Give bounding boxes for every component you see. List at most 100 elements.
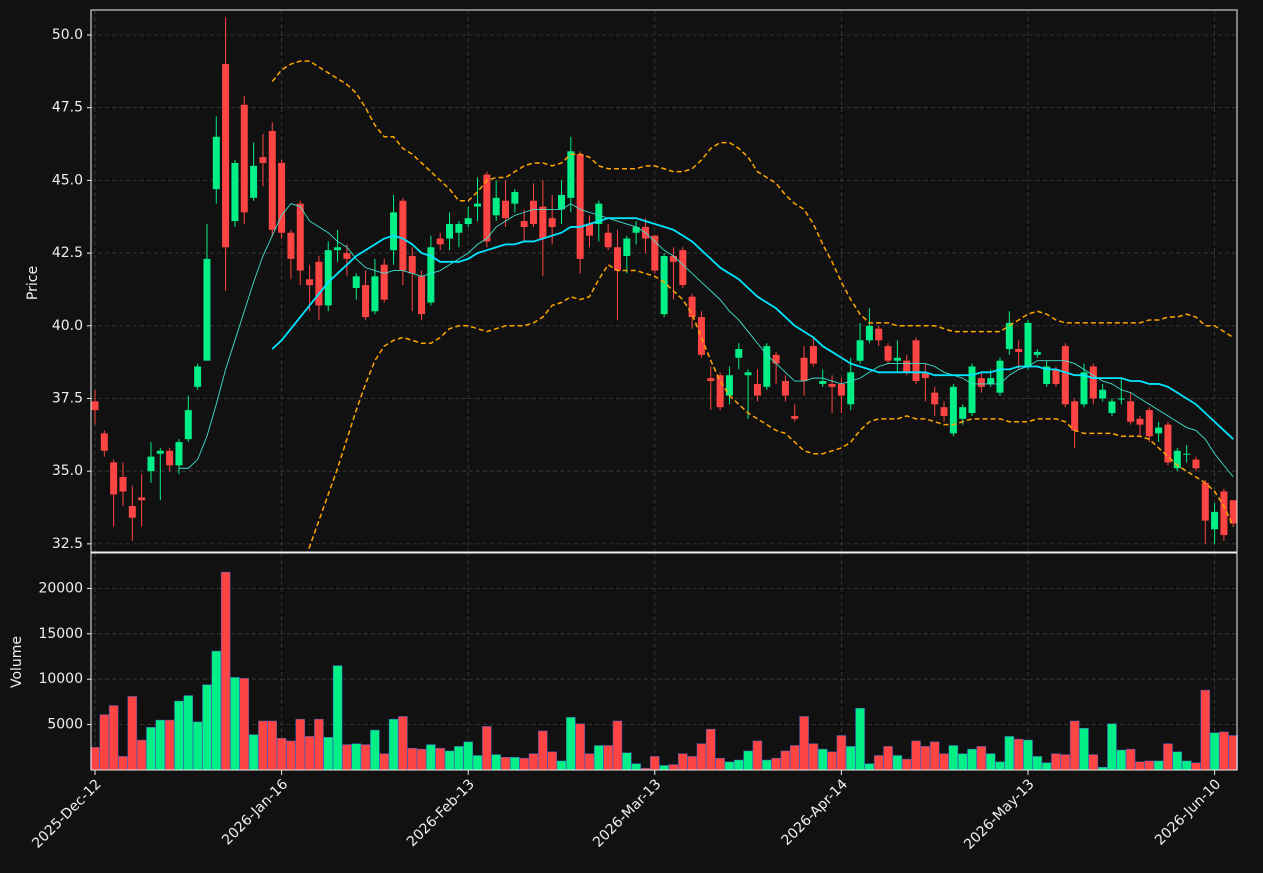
- candle-body: [156, 450, 164, 454]
- candle-body: [212, 136, 220, 190]
- volume-bar: [957, 753, 968, 771]
- candle-body: [380, 264, 388, 300]
- y-tick-label: 42.5: [52, 245, 83, 261]
- volume-bar: [388, 718, 399, 771]
- volume-bar: [370, 729, 380, 771]
- volume-bar: [1107, 723, 1117, 771]
- candle-body: [418, 276, 426, 315]
- candle-body: [371, 276, 379, 312]
- candle-body: [511, 192, 519, 204]
- candle-body: [576, 154, 584, 259]
- candle-body: [390, 212, 398, 251]
- volume-bar: [416, 748, 427, 771]
- volume-bar: [911, 740, 921, 771]
- candle-body: [1183, 453, 1191, 455]
- volume-bar: [790, 745, 800, 771]
- candle-body: [1043, 366, 1051, 384]
- candle-body: [548, 218, 556, 227]
- volume-bar: [948, 745, 959, 771]
- volume-bar: [687, 756, 697, 771]
- candle-body: [474, 203, 482, 207]
- y-tick-label: 40.0: [52, 318, 83, 334]
- price-frame: [90, 9, 1238, 553]
- volume-bar: [901, 758, 912, 771]
- candle-body: [1127, 401, 1135, 422]
- candle-body: [1173, 450, 1181, 469]
- volume-bar: [286, 740, 296, 771]
- candle-body: [613, 247, 621, 271]
- volume-bar: [1088, 754, 1099, 771]
- volume-bar: [762, 759, 772, 771]
- candle-body: [147, 456, 155, 472]
- candle-body: [222, 64, 230, 248]
- volume-bar: [873, 755, 884, 771]
- candle-body: [436, 238, 444, 245]
- candle-body: [492, 197, 500, 216]
- volume-bar: [407, 747, 417, 771]
- candle-body: [875, 328, 883, 341]
- candle-body: [977, 378, 985, 387]
- volume-bar: [584, 753, 595, 771]
- candle-body: [567, 151, 575, 198]
- volume-bar: [696, 743, 707, 771]
- volume-bar: [220, 571, 231, 771]
- candle-body: [763, 346, 771, 387]
- volume-bar: [883, 746, 893, 771]
- candle-body: [1220, 491, 1228, 536]
- volume-bar: [771, 757, 781, 771]
- volume-bar: [780, 750, 791, 771]
- volume-bar: [482, 726, 492, 771]
- y-axis-label: Price: [25, 266, 41, 300]
- volume-bar: [603, 745, 613, 771]
- candle-body: [865, 325, 873, 341]
- candle-body: [138, 497, 146, 501]
- volume-bar: [752, 740, 763, 771]
- volume-bar: [929, 741, 940, 771]
- volume-bar: [202, 684, 212, 771]
- volume-bar: [351, 743, 361, 771]
- volume-bar: [108, 705, 119, 771]
- volume-bar: [659, 765, 669, 771]
- volume-bar: [454, 746, 464, 771]
- candle-body: [1192, 459, 1200, 469]
- candle-body: [884, 346, 892, 361]
- volume-bar: [510, 757, 520, 771]
- candle-body: [502, 200, 510, 219]
- volume-bar: [1219, 731, 1229, 771]
- candle-body: [903, 360, 911, 373]
- volume-bar: [668, 764, 679, 771]
- candle-body: [100, 433, 108, 451]
- candle-body: [1229, 500, 1237, 524]
- candle-body: [530, 200, 538, 225]
- volume-bar: [650, 756, 660, 771]
- candle-body: [334, 247, 342, 251]
- volume-bar: [295, 718, 306, 771]
- candle-body: [725, 375, 733, 396]
- candle-body: [1117, 398, 1125, 400]
- indicator-line: [306, 263, 1234, 552]
- candle-body: [110, 462, 118, 495]
- candle-body: [744, 372, 752, 376]
- candle-body: [408, 255, 416, 274]
- volume-frame: [90, 552, 1238, 771]
- candle-body: [660, 255, 668, 315]
- candle-body: [987, 378, 995, 384]
- candle-body: [949, 386, 957, 434]
- volume-bar: [314, 718, 324, 771]
- candle-body: [362, 285, 370, 318]
- volume-bar: [1060, 754, 1071, 771]
- volume-bar: [976, 746, 987, 771]
- volume-bar: [678, 753, 688, 771]
- candle-body: [735, 349, 743, 358]
- candle-body: [539, 206, 547, 239]
- volume-bar: [817, 748, 828, 771]
- candle-body: [707, 378, 715, 382]
- candle-body: [1155, 427, 1163, 434]
- candle-body: [1024, 322, 1032, 367]
- volume-bar: [631, 763, 641, 771]
- candle-body: [558, 194, 565, 210]
- volume-bar: [304, 736, 315, 771]
- volume-bar: [258, 720, 268, 771]
- volume-bar: [1209, 732, 1220, 771]
- volume-bar: [379, 753, 389, 771]
